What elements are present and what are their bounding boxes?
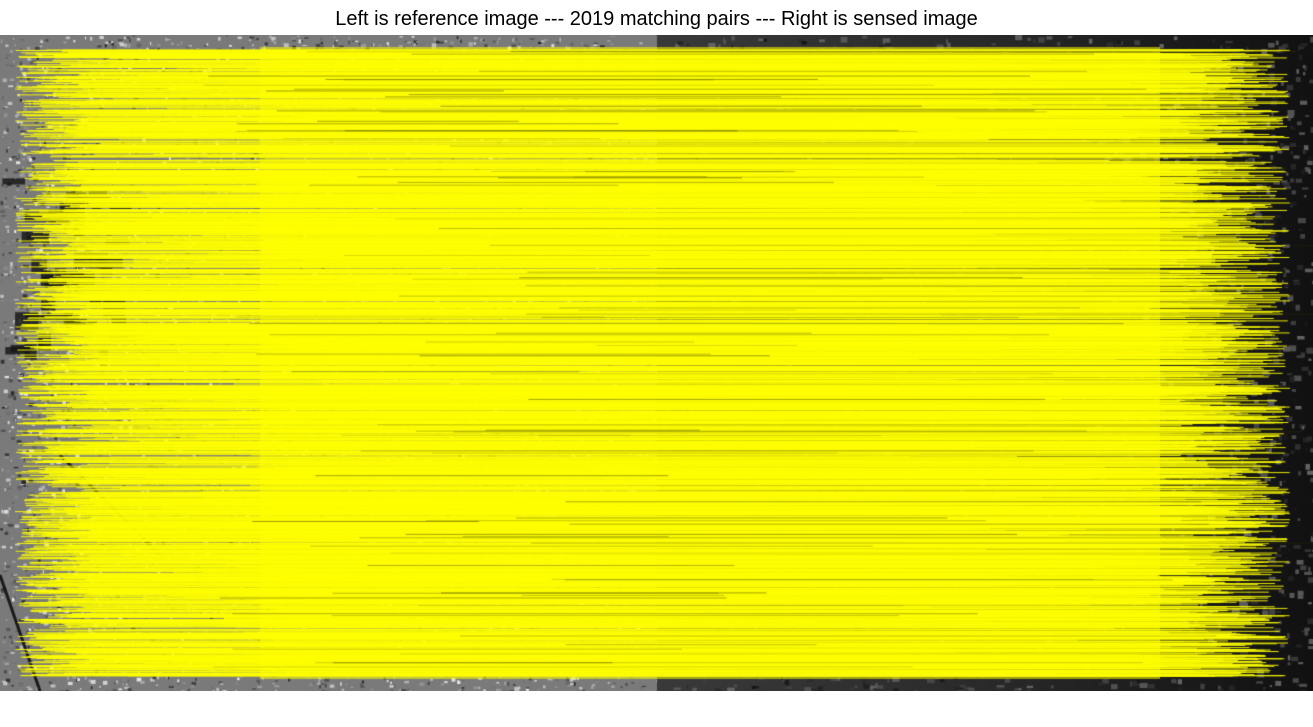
figure-title: Left is reference image --- 2019 matchin… <box>335 8 978 30</box>
match-visualization <box>0 35 1313 691</box>
matching-canvas <box>0 35 1313 691</box>
